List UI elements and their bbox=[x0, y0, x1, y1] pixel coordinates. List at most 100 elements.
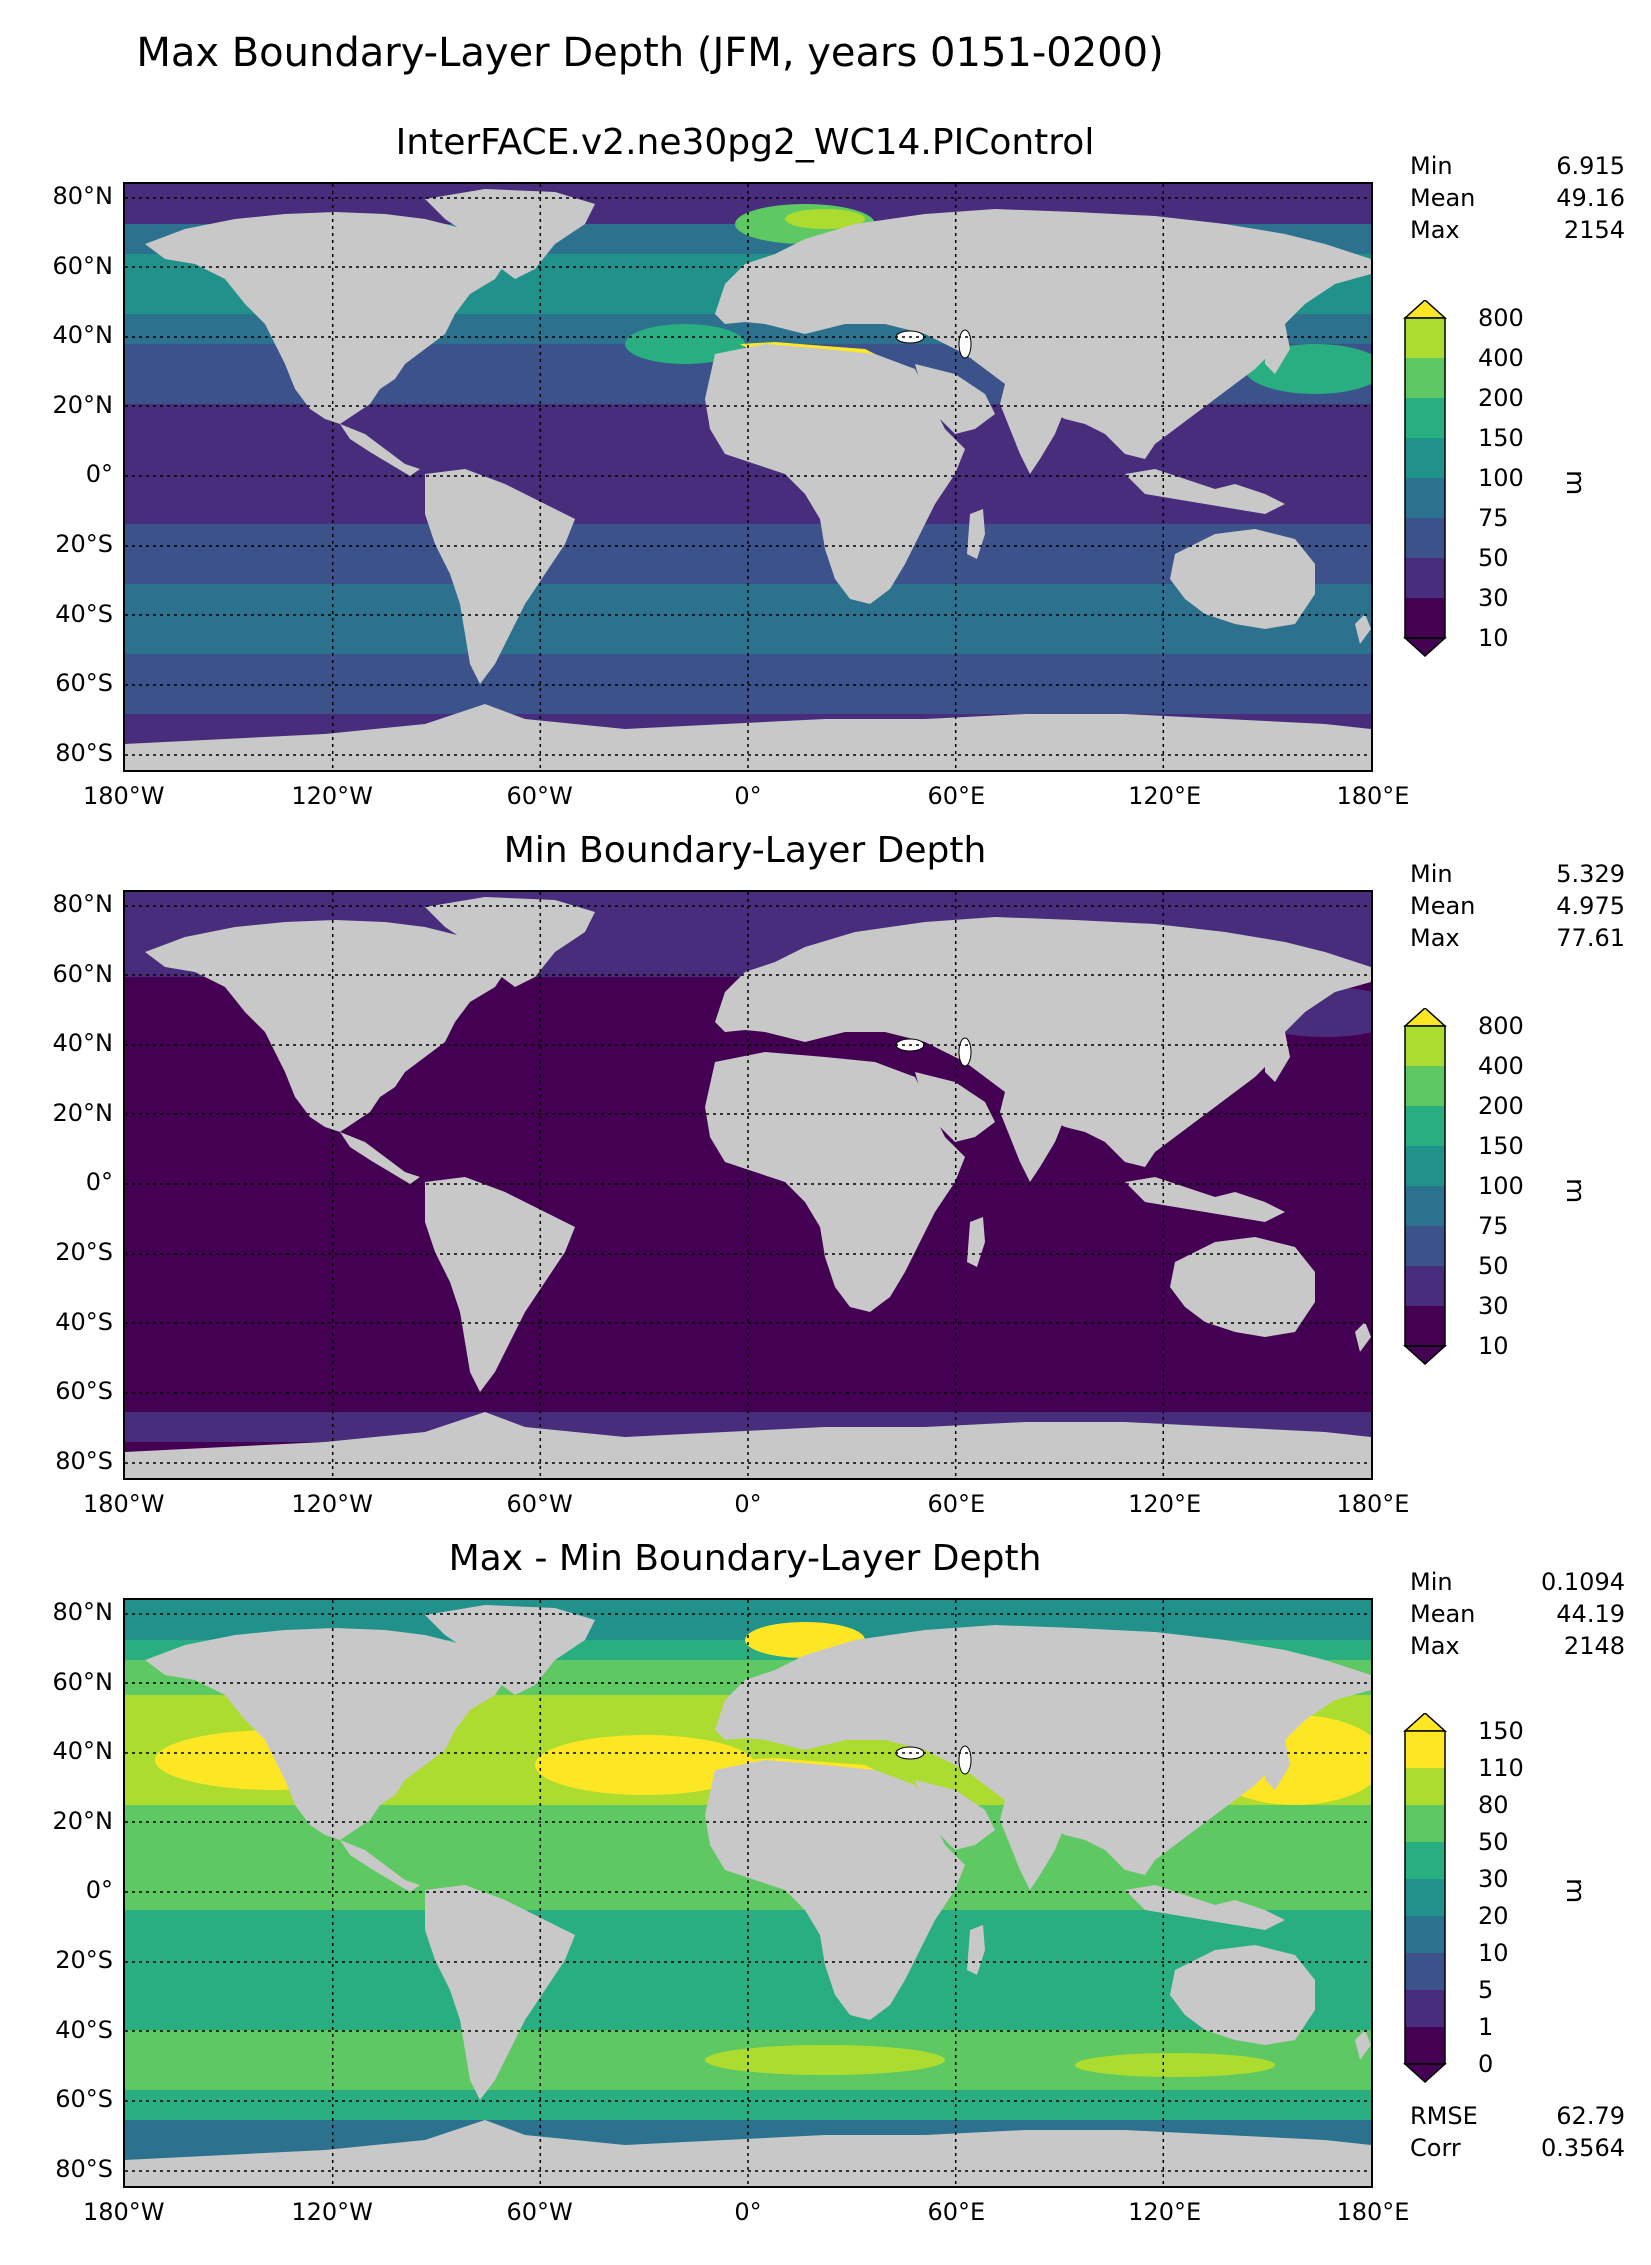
lat-tick-label: 80°S bbox=[55, 738, 113, 767]
lon-tick-label: 60°E bbox=[927, 2198, 986, 2226]
figure-title: Max Boundary-Layer Depth (JFM, years 015… bbox=[136, 30, 1164, 76]
cbar-tick: 150 bbox=[1478, 424, 1524, 452]
lon-tick-label: 180°E bbox=[1336, 1490, 1410, 1518]
stat-label: Mean bbox=[1410, 892, 1476, 920]
stat-value: 77.61 bbox=[1556, 924, 1625, 952]
stat-label: Max bbox=[1410, 924, 1460, 952]
cbar-tick: 100 bbox=[1478, 1172, 1524, 1200]
lat-tick-label: 60°N bbox=[52, 959, 114, 988]
lon-tick-label: 0° bbox=[734, 782, 762, 810]
lon-tick-label: 120°W bbox=[291, 1490, 373, 1518]
cbar-tick: 75 bbox=[1478, 504, 1509, 532]
cbar-tick: 10 bbox=[1478, 1332, 1509, 1360]
cbar-unit: m bbox=[1560, 1878, 1590, 1904]
lat-tick-label: 60°S bbox=[55, 2085, 113, 2114]
cbar-tick: 50 bbox=[1478, 1252, 1509, 1280]
cbar-unit: m bbox=[1560, 470, 1590, 496]
map-diff bbox=[123, 1598, 1373, 2188]
lon-tick-label: 60°W bbox=[506, 1490, 573, 1518]
colorbar-diff bbox=[1400, 1711, 1470, 2097]
stats-min: Min 5.329 Mean 4.975 Max 77.61 bbox=[1410, 858, 1625, 954]
lat-tick-label: 40°S bbox=[55, 599, 113, 628]
lat-tick-label: 60°S bbox=[55, 669, 113, 698]
lon-tick-label: 120°E bbox=[1128, 782, 1202, 810]
lon-tick-label: 180°W bbox=[83, 782, 165, 810]
lon-tick-label: 180°W bbox=[83, 1490, 165, 1518]
lat-tick-label: 60°N bbox=[52, 1667, 114, 1696]
lon-tick-label: 60°W bbox=[506, 2198, 573, 2226]
lat-tick-label: 60°S bbox=[55, 1377, 113, 1406]
lon-tick-label: 180°E bbox=[1336, 2198, 1410, 2226]
stats-max: Min 6.915 Mean 49.16 Max 2154 bbox=[1410, 150, 1625, 246]
stat-value: 4.975 bbox=[1556, 892, 1625, 920]
lat-tick-label: 80°N bbox=[52, 890, 114, 918]
lat-tick-label: 0° bbox=[85, 460, 113, 489]
lat-tick-label: 40°N bbox=[52, 321, 114, 350]
lat-tick-label: 60°N bbox=[52, 251, 114, 280]
cbar-tick: 110 bbox=[1478, 1754, 1524, 1782]
lat-tick-label: 0° bbox=[85, 1876, 113, 1905]
stat-label: Mean bbox=[1410, 1600, 1476, 1628]
stat-label: Min bbox=[1410, 860, 1453, 888]
lat-tick-label: 40°N bbox=[52, 1737, 114, 1766]
stat-value: 44.19 bbox=[1556, 1600, 1625, 1628]
lon-tick-label: 0° bbox=[734, 1490, 762, 1518]
colorbar-min bbox=[1400, 1006, 1470, 1372]
lon-tick-label: 60°E bbox=[927, 782, 986, 810]
stat-label: Corr bbox=[1410, 2134, 1461, 2162]
cbar-tick: 200 bbox=[1478, 384, 1524, 412]
stat-value: 49.16 bbox=[1556, 184, 1625, 212]
map-min bbox=[123, 890, 1373, 1480]
cbar-tick: 10 bbox=[1478, 624, 1509, 652]
cbar-tick: 50 bbox=[1478, 1828, 1509, 1856]
panel-title-min: Min Boundary-Layer Depth bbox=[503, 830, 987, 871]
lat-tick-label: 80°S bbox=[55, 2154, 113, 2183]
lat-tick-label: 40°S bbox=[55, 2015, 113, 2044]
lon-tick-label: 120°E bbox=[1128, 2198, 1202, 2226]
lat-tick-label: 20°S bbox=[55, 1946, 113, 1974]
cbar-tick: 30 bbox=[1478, 584, 1509, 612]
lon-tick-label: 0° bbox=[734, 2198, 762, 2226]
lat-tick-label: 40°N bbox=[52, 1029, 114, 1058]
lon-tick-label: 180°E bbox=[1336, 782, 1410, 810]
cbar-tick: 200 bbox=[1478, 1092, 1524, 1120]
lon-tick-label: 60°E bbox=[927, 1490, 986, 1518]
cbar-tick: 150 bbox=[1478, 1717, 1524, 1745]
cbar-tick: 800 bbox=[1478, 304, 1524, 332]
stat-label: RMSE bbox=[1410, 2102, 1478, 2130]
stat-value: 2148 bbox=[1563, 1632, 1625, 1660]
stat-value: 62.79 bbox=[1556, 2102, 1625, 2130]
lat-tick-label: 40°S bbox=[55, 1307, 113, 1336]
cbar-tick: 50 bbox=[1478, 544, 1509, 572]
cbar-tick: 800 bbox=[1478, 1012, 1524, 1040]
panel-title-diff: Max - Min Boundary-Layer Depth bbox=[448, 1538, 1042, 1579]
lon-tick-label: 120°W bbox=[291, 2198, 373, 2226]
lon-tick-label: 180°W bbox=[83, 2198, 165, 2226]
cbar-tick: 100 bbox=[1478, 464, 1524, 492]
stats-diff: Min 0.1094 Mean 44.19 Max 2148 bbox=[1410, 1566, 1625, 1662]
cbar-tick: 10 bbox=[1478, 1939, 1509, 1967]
colorbar-max bbox=[1400, 298, 1470, 664]
stat-value: 0.1094 bbox=[1541, 1568, 1625, 1596]
cbar-tick: 30 bbox=[1478, 1865, 1509, 1893]
stat-label: Max bbox=[1410, 1632, 1460, 1660]
lon-tick-label: 120°E bbox=[1128, 1490, 1202, 1518]
lat-tick-label: 0° bbox=[85, 1168, 113, 1197]
cbar-tick: 0 bbox=[1478, 2050, 1494, 2078]
stat-value: 0.3564 bbox=[1541, 2134, 1625, 2162]
lat-tick-label: 80°N bbox=[52, 1598, 114, 1626]
stat-value: 6.915 bbox=[1556, 152, 1625, 180]
lat-tick-label: 20°N bbox=[52, 1098, 114, 1127]
stats-diff-extra: RMSE 62.79 Corr 0.3564 bbox=[1410, 2100, 1625, 2164]
lat-tick-label: 80°S bbox=[55, 1446, 113, 1475]
stat-value: 2154 bbox=[1563, 216, 1625, 244]
stat-label: Min bbox=[1410, 1568, 1453, 1596]
cbar-tick: 1 bbox=[1478, 2013, 1494, 2041]
lat-tick-label: 20°N bbox=[52, 390, 114, 419]
stat-label: Min bbox=[1410, 152, 1453, 180]
stat-label: Mean bbox=[1410, 184, 1476, 212]
cbar-tick: 30 bbox=[1478, 1292, 1509, 1320]
cbar-tick: 5 bbox=[1478, 1976, 1494, 2004]
lat-tick-label: 20°S bbox=[55, 530, 113, 558]
lon-tick-label: 120°W bbox=[291, 782, 373, 810]
